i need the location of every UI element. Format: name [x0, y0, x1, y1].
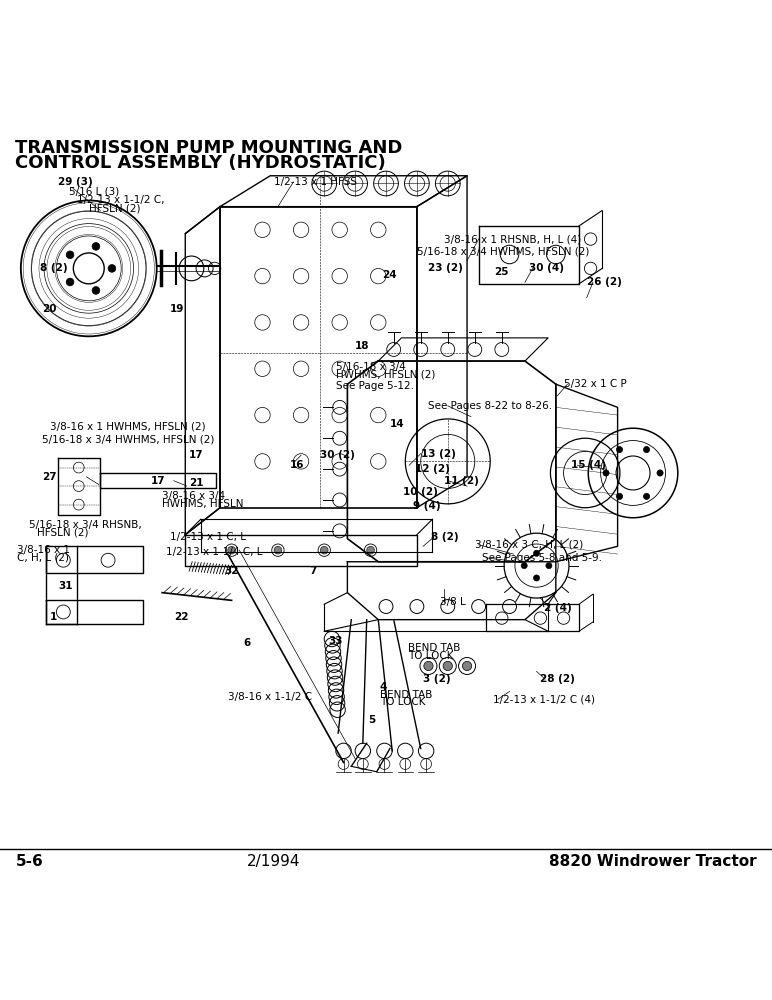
Text: 28 (2): 28 (2)	[540, 674, 575, 684]
Text: 30 (2): 30 (2)	[320, 450, 355, 460]
Text: 5/16-18 x 3/4: 5/16-18 x 3/4	[336, 362, 405, 372]
Text: 17: 17	[151, 476, 165, 486]
Text: HFSLN (2): HFSLN (2)	[89, 203, 141, 213]
Text: 8820 Windrower Tractor: 8820 Windrower Tractor	[549, 854, 757, 869]
Text: TO LOCK: TO LOCK	[408, 651, 453, 661]
Text: 3/8-16 x 1-1/2 C: 3/8-16 x 1-1/2 C	[228, 692, 312, 702]
Text: 27: 27	[42, 472, 57, 482]
Text: 1: 1	[50, 612, 57, 622]
Circle shape	[643, 446, 649, 453]
Text: 9 (4): 9 (4)	[413, 501, 441, 511]
Text: 33: 33	[328, 636, 343, 646]
Circle shape	[320, 546, 328, 554]
Text: 1/2-13 x 1-1/4 C, L: 1/2-13 x 1-1/4 C, L	[166, 547, 262, 557]
Text: 25: 25	[494, 267, 509, 277]
Text: 3/8-16 x 3 C, H, L (2): 3/8-16 x 3 C, H, L (2)	[475, 540, 583, 550]
Text: 21: 21	[189, 478, 204, 488]
Circle shape	[603, 470, 609, 476]
Text: 1/2-13 x 1-1/2 C,: 1/2-13 x 1-1/2 C,	[77, 195, 164, 205]
Circle shape	[367, 546, 374, 554]
Text: 18: 18	[355, 341, 370, 351]
Text: 17: 17	[189, 450, 204, 460]
Text: TO LOCK: TO LOCK	[380, 697, 425, 707]
Circle shape	[424, 661, 433, 671]
Text: BEND TAB: BEND TAB	[380, 690, 432, 700]
Text: 5-6: 5-6	[15, 854, 43, 869]
Text: 14: 14	[390, 419, 405, 429]
Text: 15 (4): 15 (4)	[571, 460, 606, 470]
Text: 23 (2): 23 (2)	[428, 263, 463, 273]
Text: 5: 5	[368, 715, 375, 725]
Text: BEND TAB: BEND TAB	[408, 643, 460, 653]
Text: 3/8 L: 3/8 L	[440, 597, 466, 607]
Text: 3/8-16 x 3/4: 3/8-16 x 3/4	[162, 491, 225, 501]
Circle shape	[66, 278, 74, 286]
Text: See Page 5-12.: See Page 5-12.	[336, 381, 414, 391]
Circle shape	[533, 575, 540, 581]
Circle shape	[274, 546, 282, 554]
Text: 7: 7	[309, 566, 317, 576]
Circle shape	[443, 661, 452, 671]
Circle shape	[462, 661, 472, 671]
Circle shape	[546, 563, 552, 569]
Text: 5/16-18 x 3/4 HWHMS, HFSLN (2): 5/16-18 x 3/4 HWHMS, HFSLN (2)	[417, 246, 589, 256]
Text: 6: 6	[243, 638, 250, 648]
Text: 31: 31	[58, 581, 73, 591]
Circle shape	[657, 470, 663, 476]
Text: See Pages 5-8 and 5-9.: See Pages 5-8 and 5-9.	[482, 553, 602, 563]
Text: 5/32 x 1 C P: 5/32 x 1 C P	[564, 379, 626, 389]
Text: 19: 19	[170, 304, 185, 314]
Text: 5/16 L (3): 5/16 L (3)	[69, 186, 120, 196]
Text: 24: 24	[382, 270, 397, 280]
Text: 26 (2): 26 (2)	[587, 277, 621, 287]
Circle shape	[616, 493, 622, 499]
Text: 1/2-13 x 1 C, L: 1/2-13 x 1 C, L	[170, 532, 245, 542]
Text: 22: 22	[174, 612, 188, 622]
Text: CONTROL ASSEMBLY (HYDROSTATIC): CONTROL ASSEMBLY (HYDROSTATIC)	[15, 154, 386, 172]
Text: 16: 16	[290, 460, 304, 470]
Text: 5/16-18 x 3/4 HWHMS, HFSLN (2): 5/16-18 x 3/4 HWHMS, HFSLN (2)	[42, 435, 215, 445]
Text: 8 (2): 8 (2)	[40, 263, 68, 273]
Text: 29 (3): 29 (3)	[58, 177, 93, 187]
Text: 20: 20	[42, 304, 57, 314]
Text: TRANSMISSION PUMP MOUNTING AND: TRANSMISSION PUMP MOUNTING AND	[15, 139, 403, 157]
Circle shape	[92, 287, 100, 294]
Text: HFSLN (2): HFSLN (2)	[37, 527, 89, 537]
Text: 13 (2): 13 (2)	[421, 449, 455, 459]
Text: 11 (2): 11 (2)	[444, 476, 479, 486]
Text: See Pages 8-22 to 8-26.: See Pages 8-22 to 8-26.	[428, 401, 553, 411]
Text: 32: 32	[224, 566, 239, 576]
Text: 5/16-18 x 3/4 RHSNB,: 5/16-18 x 3/4 RHSNB,	[29, 520, 142, 530]
Text: 2 (4): 2 (4)	[544, 603, 572, 613]
Circle shape	[643, 493, 649, 499]
Text: 10 (2): 10 (2)	[403, 487, 438, 497]
Text: 4: 4	[380, 682, 388, 692]
Text: 2/1994: 2/1994	[247, 854, 300, 869]
Text: 3 (2): 3 (2)	[423, 674, 451, 684]
Text: 12 (2): 12 (2)	[415, 464, 450, 474]
Circle shape	[521, 563, 527, 569]
Circle shape	[533, 550, 540, 556]
Text: HWHMS, HFSLN (2): HWHMS, HFSLN (2)	[336, 370, 435, 380]
Text: HWHMS, HFSLN: HWHMS, HFSLN	[162, 499, 244, 509]
Circle shape	[616, 446, 622, 453]
Text: 3/8-16 x 1 RHSNB, H, L (4): 3/8-16 x 1 RHSNB, H, L (4)	[444, 234, 581, 244]
Text: 3/8-16 x 1 HWHMS, HFSLN (2): 3/8-16 x 1 HWHMS, HFSLN (2)	[50, 422, 206, 432]
Text: 30 (4): 30 (4)	[529, 263, 564, 273]
Circle shape	[108, 265, 116, 272]
Circle shape	[228, 546, 235, 554]
Circle shape	[92, 243, 100, 250]
Text: 8 (2): 8 (2)	[431, 532, 459, 542]
Circle shape	[66, 251, 74, 259]
Text: 1/2-13 x 1 HFSS: 1/2-13 x 1 HFSS	[274, 177, 357, 187]
Text: 3/8-16 x 1: 3/8-16 x 1	[17, 545, 70, 555]
Text: C, H, L (2): C, H, L (2)	[17, 553, 69, 563]
Text: 1/2-13 x 1-1/2 C (4): 1/2-13 x 1-1/2 C (4)	[493, 694, 594, 704]
